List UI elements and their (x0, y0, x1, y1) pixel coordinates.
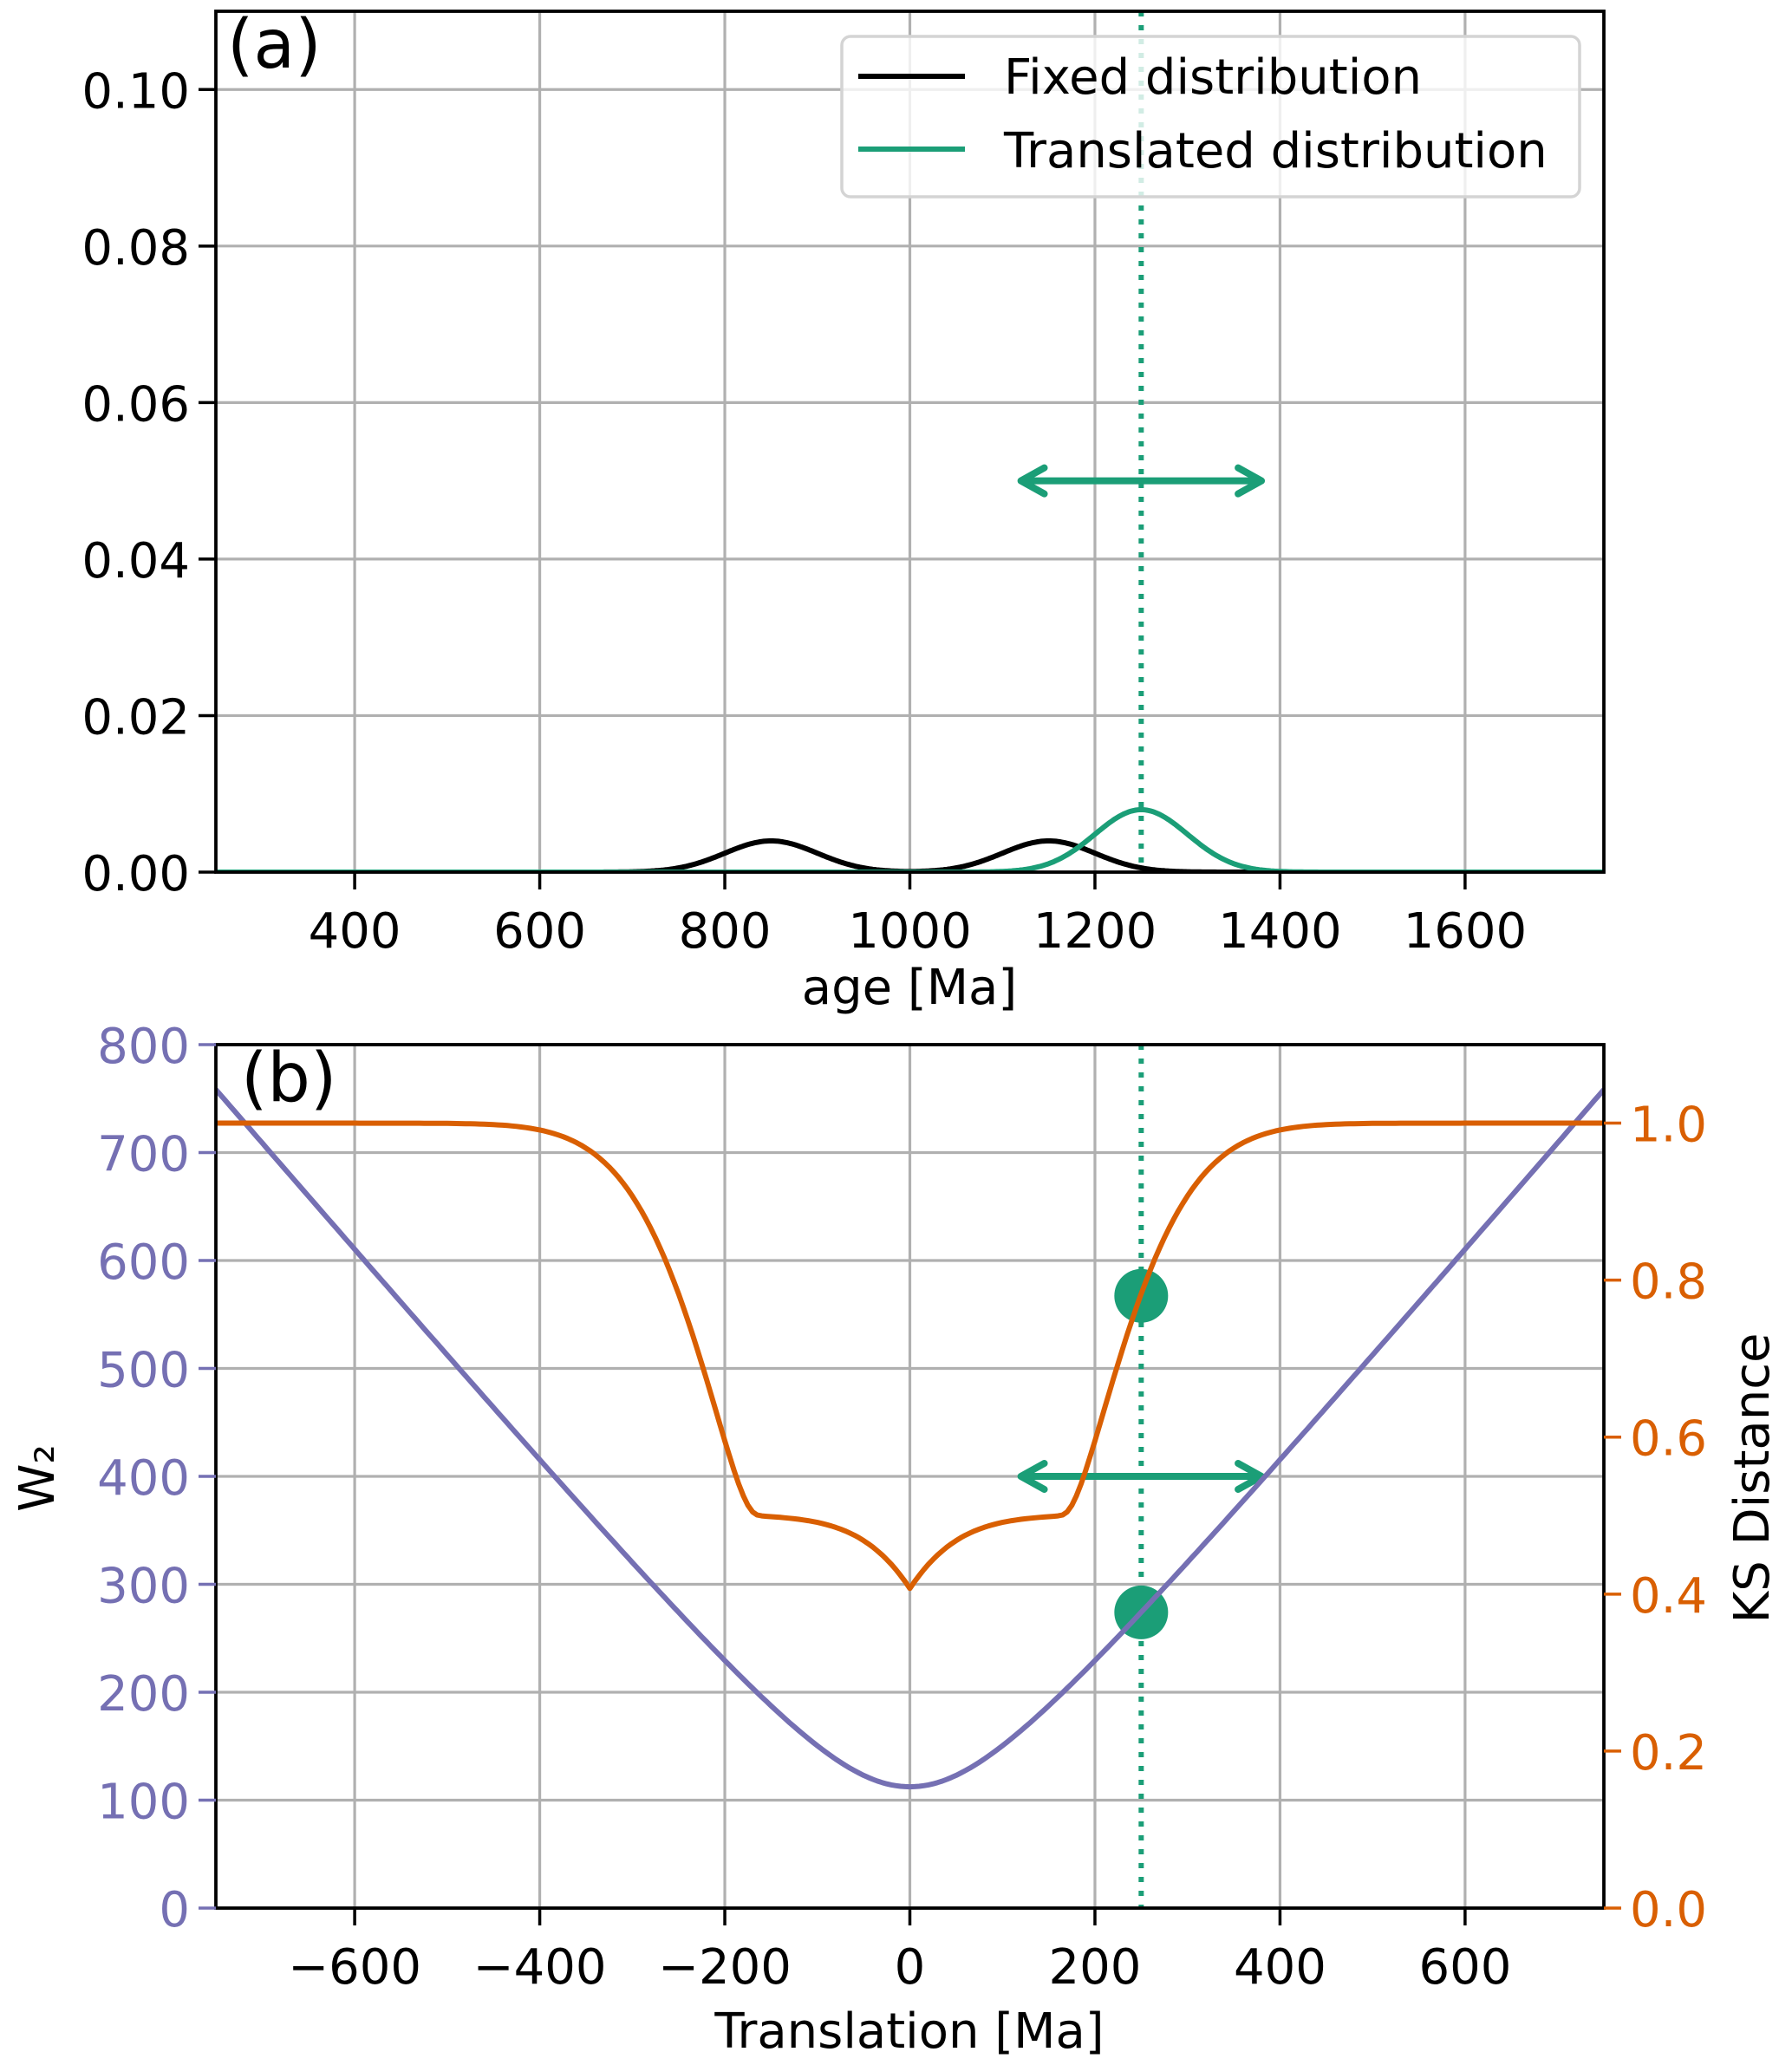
panel-a-label: (a) (227, 6, 322, 84)
panel-a-ytick-label: 0.04 (81, 533, 190, 590)
arrow-head-left (1017, 1460, 1048, 1493)
panel-b-xtick-label: −200 (658, 1939, 792, 1996)
panel-b-ytick-label-right: 1.0 (1630, 1098, 1707, 1154)
panel-b-ticks: −600 −400 −200 0 200 400 600 0 100 200 300 400 500 60… (97, 1019, 1707, 1996)
panel-b-ytick-label-left: 500 (97, 1343, 190, 1399)
panel-b-ytick-label-left: 800 (97, 1019, 190, 1075)
panel-a-ytick-label: 0.00 (81, 846, 190, 902)
panel-b-label: (b) (241, 1039, 336, 1117)
panel-b-xlabel: Translation [Ma] (714, 2003, 1104, 2060)
panel-a-ytick-label: 0.10 (81, 63, 190, 120)
legend-label-translated: Translated distribution (1003, 123, 1548, 179)
panel-b-ytick-label-left: 400 (97, 1450, 190, 1507)
panel-b-ytick-label-left: 200 (97, 1666, 190, 1723)
legend-label-fixed: Fixed distribution (1004, 49, 1422, 106)
panel-b-ytick-label-left: 600 (97, 1234, 190, 1291)
legend: Fixed distribution Translated distributi… (840, 35, 1581, 199)
w2-line (216, 1087, 1604, 1790)
panel-b-ytick-label-right: 0.0 (1630, 1882, 1707, 1938)
panel-b-ytick-label-left: 700 (97, 1127, 190, 1183)
panel-a-translation-double-arrow (1017, 464, 1266, 498)
panel-b-ylabel-right: KS Distance (1724, 1333, 1781, 1624)
panel-b-ytick-label-right: 0.6 (1630, 1411, 1707, 1468)
panel-b: −600 −400 −200 0 200 400 600 0 100 200 300 400 500 60… (10, 1019, 1781, 2060)
panel-a-xtick-label: 400 (309, 903, 401, 960)
panel-b-ytick-label-left: 100 (97, 1775, 190, 1831)
panel-b-xtick-label: −400 (473, 1939, 607, 1996)
panel-b-ylabel-left: W₂ (10, 1444, 66, 1512)
panel-b-plot-area (216, 1045, 1604, 1908)
arrow-head-left (1017, 464, 1048, 498)
panel-b-xtick-label: 400 (1234, 1939, 1326, 1996)
panel-a: 400 600 800 1000 1200 1400 1600 0.00 0.02 0.04 0.0… (81, 6, 1606, 1016)
arrow-head-right (1235, 464, 1266, 498)
panel-a-ytick-label: 0.06 (81, 376, 190, 433)
legend-box (840, 35, 1581, 199)
panel-b-grid (216, 1043, 1604, 1910)
panel-b-ytick-label-right: 0.8 (1630, 1254, 1707, 1311)
panel-a-xtick-label: 1600 (1404, 903, 1528, 960)
panel-a-xlabel: age [Ma] (802, 960, 1017, 1016)
panel-a-xtick-label: 800 (679, 903, 772, 960)
panel-b-xtick-label: 600 (1418, 1939, 1511, 1996)
panel-b-xtick-label: −600 (288, 1939, 421, 1996)
panel-a-ytick-label: 0.02 (81, 689, 190, 746)
panel-b-ytick-label-right: 0.2 (1630, 1725, 1707, 1782)
arrow-head-right (1235, 1460, 1266, 1493)
panel-b-ytick-label-right: 0.4 (1630, 1568, 1707, 1625)
panel-b-translation-double-arrow (1017, 1460, 1266, 1493)
panel-b-xtick-label: 200 (1049, 1939, 1142, 1996)
panel-a-xtick-label: 1400 (1218, 903, 1342, 960)
ks-distance-line (216, 1120, 1604, 1592)
panel-b-ytick-label-left: 0 (159, 1882, 190, 1938)
panel-a-ytick-label: 0.08 (81, 220, 190, 277)
panel-a-xtick-label: 1000 (848, 903, 972, 960)
panel-b-ytick-label-left: 300 (97, 1559, 190, 1615)
panel-a-xtick-label: 1200 (1033, 903, 1157, 960)
panel-a-ticks: 400 600 800 1000 1200 1400 1600 0.00 0.02 0.04 0.0… (81, 63, 1527, 960)
panel-b-xtick-label: 0 (895, 1939, 926, 1996)
panel-a-xtick-label: 600 (493, 903, 586, 960)
